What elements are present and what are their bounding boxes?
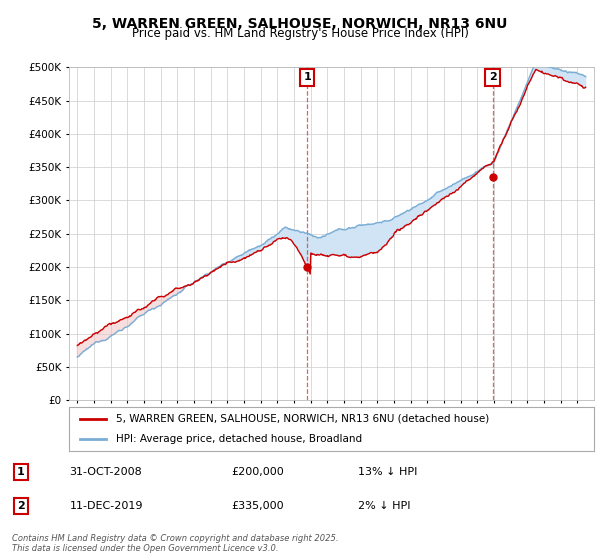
Text: 1: 1 [17, 466, 25, 477]
Text: 11-DEC-2019: 11-DEC-2019 [70, 501, 143, 511]
Text: HPI: Average price, detached house, Broadland: HPI: Average price, detached house, Broa… [116, 434, 362, 444]
Text: 2: 2 [489, 72, 497, 82]
Text: 31-OCT-2008: 31-OCT-2008 [70, 466, 142, 477]
Text: 1: 1 [303, 72, 311, 82]
Text: 13% ↓ HPI: 13% ↓ HPI [358, 466, 417, 477]
Text: £335,000: £335,000 [231, 501, 284, 511]
Text: 5, WARREN GREEN, SALHOUSE, NORWICH, NR13 6NU: 5, WARREN GREEN, SALHOUSE, NORWICH, NR13… [92, 17, 508, 31]
Text: £200,000: £200,000 [231, 466, 284, 477]
Text: Price paid vs. HM Land Registry's House Price Index (HPI): Price paid vs. HM Land Registry's House … [131, 27, 469, 40]
Text: 5, WARREN GREEN, SALHOUSE, NORWICH, NR13 6NU (detached house): 5, WARREN GREEN, SALHOUSE, NORWICH, NR13… [116, 414, 490, 424]
Text: 2: 2 [17, 501, 25, 511]
Text: Contains HM Land Registry data © Crown copyright and database right 2025.
This d: Contains HM Land Registry data © Crown c… [12, 534, 338, 553]
Text: 2% ↓ HPI: 2% ↓ HPI [358, 501, 410, 511]
